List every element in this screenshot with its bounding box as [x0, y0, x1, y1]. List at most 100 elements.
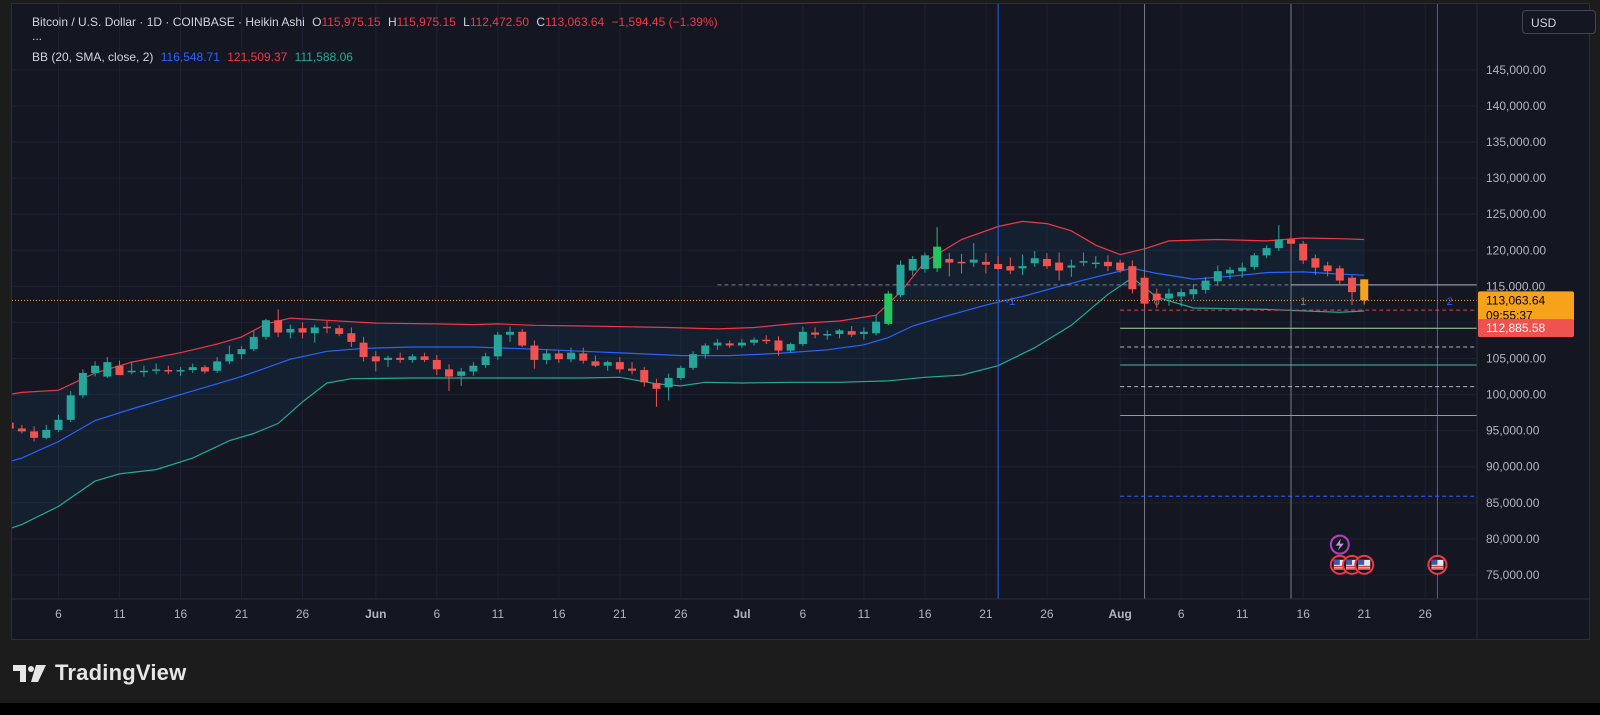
candle[interactable]	[786, 342, 795, 353]
candle[interactable]	[554, 350, 563, 363]
candle[interactable]	[322, 320, 331, 334]
candle[interactable]	[945, 253, 954, 277]
tradingview-branding[interactable]: TradingView	[13, 660, 186, 686]
candle[interactable]	[286, 324, 295, 339]
candle[interactable]	[1177, 288, 1186, 307]
candle[interactable]	[1079, 252, 1088, 267]
candle[interactable]	[762, 335, 771, 345]
candle[interactable]	[1287, 236, 1296, 252]
candle[interactable]	[383, 355, 392, 368]
candle[interactable]	[506, 326, 515, 342]
candle[interactable]	[457, 367, 466, 386]
candle[interactable]	[335, 325, 344, 337]
candle[interactable]	[237, 346, 246, 360]
candle[interactable]	[78, 369, 87, 399]
candle[interactable]	[701, 343, 710, 359]
candle[interactable]	[530, 340, 539, 369]
lightning-icon[interactable]	[1329, 534, 1350, 555]
candle[interactable]	[1274, 225, 1283, 252]
candle[interactable]	[640, 367, 649, 387]
candle[interactable]	[274, 309, 283, 337]
candle[interactable]	[713, 339, 722, 350]
candle[interactable]	[359, 336, 368, 362]
candle[interactable]	[884, 290, 893, 326]
candle[interactable]	[969, 243, 978, 267]
candle[interactable]	[774, 336, 783, 356]
candle[interactable]	[933, 227, 942, 272]
candle[interactable]	[1348, 275, 1357, 306]
candle[interactable]	[1250, 253, 1259, 270]
candle[interactable]	[30, 426, 39, 442]
candle[interactable]	[127, 361, 136, 375]
candle[interactable]	[908, 256, 917, 276]
candle[interactable]	[164, 365, 173, 375]
candle[interactable]	[298, 322, 307, 339]
candle[interactable]	[91, 361, 100, 377]
candle[interactable]	[835, 328, 844, 339]
candle[interactable]	[676, 365, 685, 381]
candle[interactable]	[1360, 279, 1369, 305]
candle[interactable]	[347, 327, 356, 347]
candle[interactable]	[1335, 265, 1344, 285]
candle[interactable]	[225, 345, 234, 365]
candle[interactable]	[408, 354, 417, 363]
candle[interactable]	[200, 364, 209, 374]
candle[interactable]	[1116, 259, 1125, 273]
candle[interactable]	[798, 326, 807, 347]
candle[interactable]	[12, 419, 14, 431]
candle[interactable]	[1067, 259, 1076, 277]
candle[interactable]	[176, 367, 185, 376]
candle[interactable]	[1030, 251, 1039, 267]
bollinger-legend[interactable]: BB (20, SMA, close, 2) 116,548.71 121,50…	[32, 50, 357, 64]
candle[interactable]	[1103, 255, 1112, 272]
candle[interactable]	[249, 331, 258, 352]
candle[interactable]	[310, 324, 319, 343]
candle[interactable]	[1042, 253, 1051, 270]
candle[interactable]	[859, 327, 868, 340]
currency-button[interactable]: USD	[1522, 10, 1596, 34]
candle[interactable]	[1006, 257, 1015, 275]
candle[interactable]	[54, 414, 63, 433]
candle[interactable]	[420, 352, 429, 363]
candle[interactable]	[750, 337, 759, 346]
candle[interactable]	[17, 424, 26, 434]
candle[interactable]	[1262, 245, 1271, 259]
price-chart[interactable]: -101275,000.0080,000.0085,000.0090,000.0…	[12, 4, 1589, 639]
candle[interactable]	[579, 347, 588, 364]
candle[interactable]	[603, 360, 612, 371]
candle[interactable]	[994, 256, 1003, 270]
candle[interactable]	[1311, 254, 1320, 275]
candle[interactable]	[737, 339, 746, 348]
candle[interactable]	[957, 253, 966, 274]
candle[interactable]	[1189, 284, 1198, 300]
candle[interactable]	[152, 363, 161, 375]
candle[interactable]	[591, 355, 600, 368]
candle[interactable]	[261, 318, 270, 340]
candle[interactable]	[628, 362, 637, 375]
candle[interactable]	[1140, 275, 1149, 308]
candle[interactable]	[1323, 261, 1332, 277]
candle[interactable]	[725, 340, 734, 348]
candle[interactable]	[432, 354, 441, 376]
candle[interactable]	[1152, 288, 1161, 308]
candle[interactable]	[823, 330, 832, 340]
flag-icon[interactable]	[1427, 554, 1448, 575]
candle[interactable]	[42, 424, 51, 440]
level-price-tag[interactable]: 112,885.58	[1478, 319, 1574, 338]
candle[interactable]	[481, 352, 490, 368]
candle[interactable]	[1299, 240, 1308, 264]
candle[interactable]	[847, 326, 856, 337]
flag-icon[interactable]	[1354, 554, 1375, 575]
candle[interactable]	[1128, 260, 1137, 294]
candle[interactable]	[469, 362, 478, 376]
candle[interactable]	[518, 328, 527, 347]
candle[interactable]	[115, 360, 124, 376]
candle[interactable]	[139, 365, 148, 377]
candle[interactable]	[188, 363, 197, 373]
candle[interactable]	[615, 357, 624, 373]
candle[interactable]	[981, 253, 990, 274]
candle[interactable]	[1018, 254, 1027, 275]
candle[interactable]	[920, 252, 929, 273]
candle[interactable]	[896, 260, 905, 298]
candle[interactable]	[1091, 256, 1100, 269]
